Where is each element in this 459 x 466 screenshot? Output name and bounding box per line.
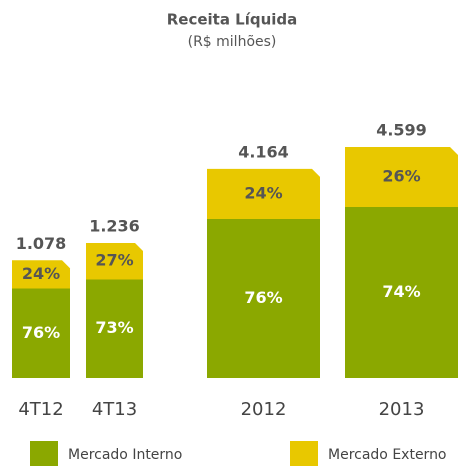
segment-label: 27% [95, 251, 133, 270]
x-tick-label: 2013 [379, 399, 425, 420]
total-label: 1.078 [16, 234, 67, 253]
total-label: 1.236 [89, 217, 140, 236]
segment-label: 24% [22, 264, 60, 283]
x-tick-label: 4T12 [18, 399, 63, 420]
chart-title: Receita Líquida [167, 11, 298, 29]
segment-label: 74% [382, 282, 420, 301]
bar-segment [12, 260, 70, 289]
segment-label: 73% [95, 318, 133, 337]
bar-segment [207, 219, 320, 378]
legend-label: Mercado Interno [68, 447, 182, 463]
chart-subtitle: (R$ milhões) [188, 34, 277, 50]
bar-segment [86, 279, 143, 378]
legend-swatch [30, 441, 58, 466]
segment-label: 24% [244, 183, 282, 202]
bar-segment [345, 207, 458, 378]
bar-segment [86, 243, 143, 280]
total-label: 4.599 [376, 121, 427, 140]
total-label: 4.164 [238, 142, 289, 161]
legend-swatch [290, 441, 318, 466]
segment-label: 26% [382, 167, 420, 186]
bar-segment [12, 288, 70, 378]
segment-label: 76% [244, 288, 282, 307]
x-tick-label: 2012 [241, 399, 287, 420]
bar-segment [345, 147, 458, 208]
x-tick-label: 4T13 [92, 399, 137, 420]
legend-label: Mercado Externo [328, 447, 447, 463]
bar-segment [207, 168, 320, 220]
segment-label: 76% [22, 323, 60, 342]
